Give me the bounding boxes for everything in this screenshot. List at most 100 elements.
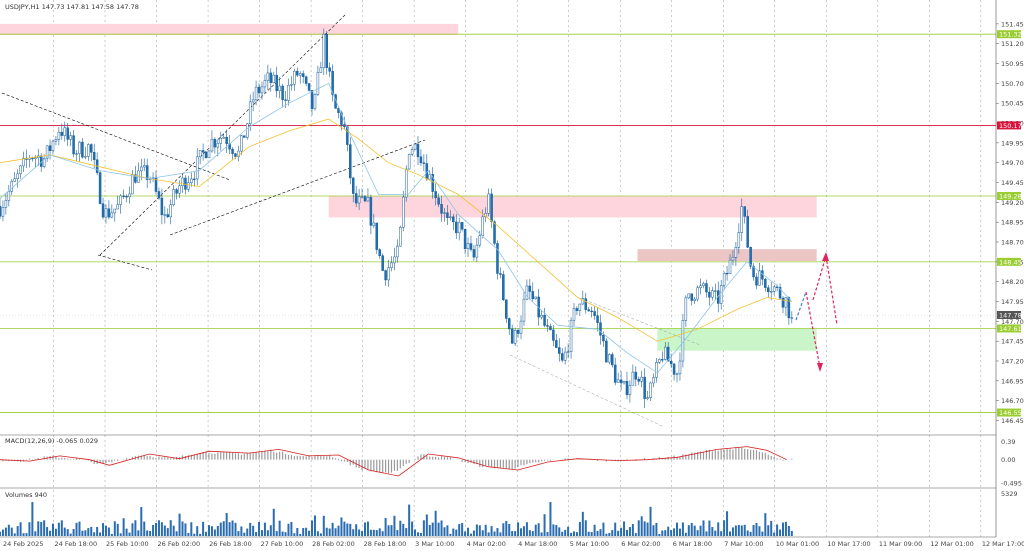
price-tick-label: 148.20 [1001, 278, 1024, 286]
volume-bar [587, 531, 590, 536]
volume-bar [693, 525, 696, 536]
price-bar-body [340, 112, 343, 125]
volume-bar [219, 522, 222, 536]
price-bar-body [440, 204, 443, 214]
price-bar-body [449, 216, 452, 219]
price-bar-body [475, 244, 479, 258]
x-tick-label: 28 Feb 18:00 [364, 540, 407, 548]
price-bar-body [378, 249, 381, 256]
volume-bar [375, 530, 378, 536]
volume-bar [661, 530, 664, 536]
price-bar-body [243, 135, 246, 138]
price-bar-body [157, 191, 161, 199]
price-bar-body [369, 197, 373, 226]
volume-bar [737, 524, 740, 536]
price-bar-body [558, 347, 561, 354]
volume-bar [434, 510, 437, 536]
price-bar-body [298, 73, 302, 76]
volume-bar [384, 517, 387, 536]
price-bar-body [328, 67, 331, 72]
volume-bar [90, 526, 93, 536]
price-bar-body [681, 320, 685, 362]
volume-bar [284, 532, 287, 536]
price-bar-body [234, 153, 237, 157]
price-bar-body [490, 193, 493, 222]
price-bar-body [652, 377, 655, 384]
price-bar-body [263, 80, 267, 88]
volume-bar [464, 531, 467, 536]
trendlines [1, 14, 701, 427]
level-tag-bg [997, 192, 1021, 201]
volume-bar [531, 531, 534, 536]
price-tick-label: 147.70 [1001, 318, 1024, 326]
price-bar-body [611, 354, 614, 366]
chart-header: USDJPY,H1 147.73 147.81 147.58 147.78 [5, 3, 139, 11]
price-bar-body [237, 150, 240, 157]
volume-bar [487, 532, 490, 536]
volume-bar [461, 523, 464, 536]
volume-bar [93, 532, 96, 536]
volume-bar [790, 531, 793, 536]
volume-bar [555, 525, 558, 536]
volume-bar [366, 521, 369, 536]
price-bar-body [69, 135, 72, 140]
price-bar-body [687, 293, 691, 299]
price-bar-body [193, 178, 196, 180]
x-tick-label: 12 Mar 17:00 [982, 540, 1024, 548]
level-tag-label: 146.55 [999, 409, 1022, 417]
price-bar-body [175, 189, 178, 194]
price-bar-body [301, 73, 305, 77]
volume-bar [157, 520, 160, 536]
x-tick-label: 24 Feb 2025 [3, 540, 43, 548]
price-bar-body [360, 196, 364, 198]
volume-bar [776, 524, 779, 536]
price-bar-body [519, 320, 523, 334]
price-bar-body [655, 362, 658, 378]
volume-bar [481, 530, 484, 536]
price-bar-body [755, 276, 758, 286]
volume-bar [293, 533, 296, 536]
volume-bar [567, 526, 570, 536]
volume-bar [658, 533, 661, 536]
price-bar-body [663, 346, 667, 360]
macd-tick-label: -0.495 [1001, 479, 1022, 487]
volume-bar [493, 531, 496, 536]
price-bar-body [460, 222, 464, 230]
price-bar-body [190, 178, 193, 183]
volume-bar [520, 528, 523, 536]
price-bar-body [560, 353, 564, 361]
volume-bar [537, 523, 540, 536]
macd-tick-label: 0.39 [1001, 438, 1015, 446]
price-bar-body [307, 83, 311, 91]
price-bar-body [310, 90, 314, 109]
price-bar-body [584, 298, 588, 310]
x-tick-label: 28 Feb 02:00 [312, 540, 355, 548]
price-zone [637, 249, 817, 262]
volume-bar [334, 528, 337, 536]
volume-bar [596, 530, 599, 536]
x-tick-label: 10 Mar 01:00 [776, 540, 819, 548]
price-bar-body [678, 360, 682, 375]
price-bar-body [769, 291, 773, 293]
volume-bar [131, 523, 134, 536]
price-bar-body [246, 123, 249, 138]
price-bar-body [390, 262, 393, 268]
volume-bar [54, 528, 57, 536]
price-bar-body [87, 144, 90, 157]
price-bar-body [502, 274, 505, 301]
price-bar-body [354, 193, 358, 204]
volume-bar [252, 525, 255, 536]
volume-bar [702, 520, 705, 536]
price-bar-body [625, 381, 629, 395]
volume-bar [608, 532, 611, 536]
price-bar-body [290, 84, 293, 86]
price-bar-body [384, 270, 387, 281]
x-tick-label: 3 Mar 10:00 [415, 540, 454, 548]
price-bar-body [669, 361, 673, 365]
volume-bar [146, 530, 149, 536]
volume-bar [263, 522, 266, 536]
price-bar-body [278, 85, 281, 92]
price-bar-body [419, 156, 423, 164]
volume-bar [137, 530, 140, 536]
